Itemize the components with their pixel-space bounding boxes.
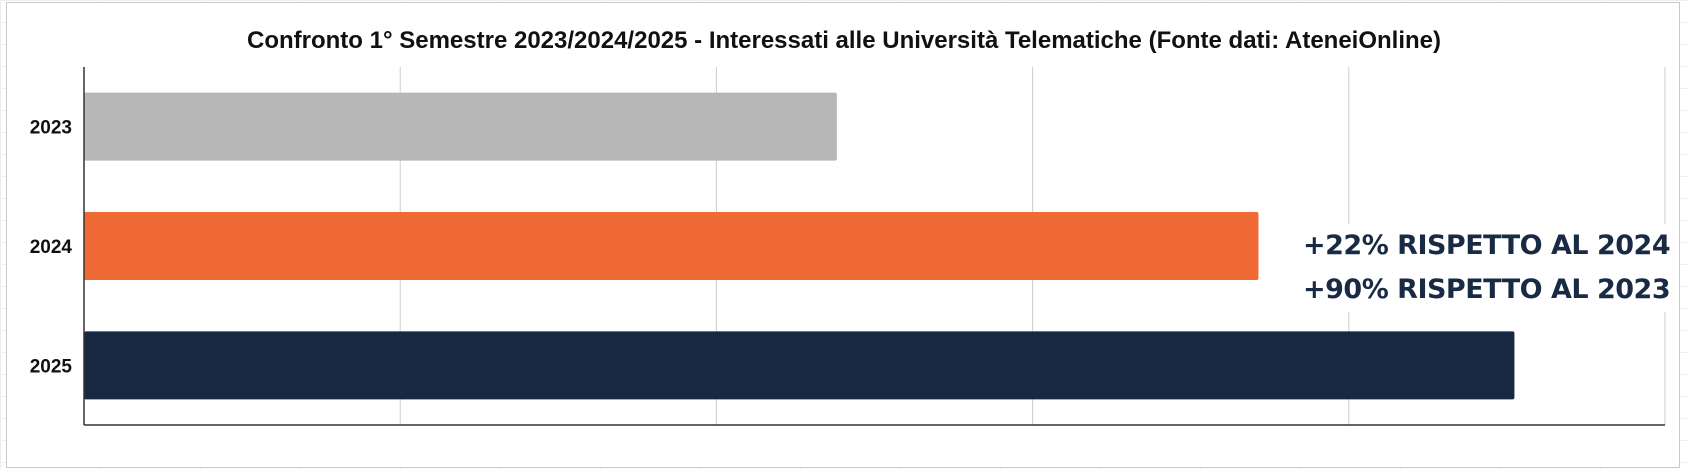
annotation-vs-2023: +90% RISPETTO AL 2023: [1297, 268, 1677, 312]
bar-2023: [84, 92, 837, 161]
bar-2025: [84, 331, 1515, 400]
y-tick-label: 2025: [30, 356, 73, 377]
bar-2024: [84, 212, 1259, 280]
y-tick-label: 2024: [30, 237, 73, 258]
chart-title: Confronto 1° Semestre 2023/2024/2025 - I…: [247, 27, 1441, 54]
y-tick-label: 2023: [30, 118, 72, 139]
chart-container[interactable]: Confronto 1° Semestre 2023/2024/2025 - I…: [6, 2, 1680, 468]
annotation-vs-2024: +22% RISPETTO AL 2024: [1297, 224, 1677, 268]
bar-chart: 2023 2024 2025: [30, 67, 1666, 426]
